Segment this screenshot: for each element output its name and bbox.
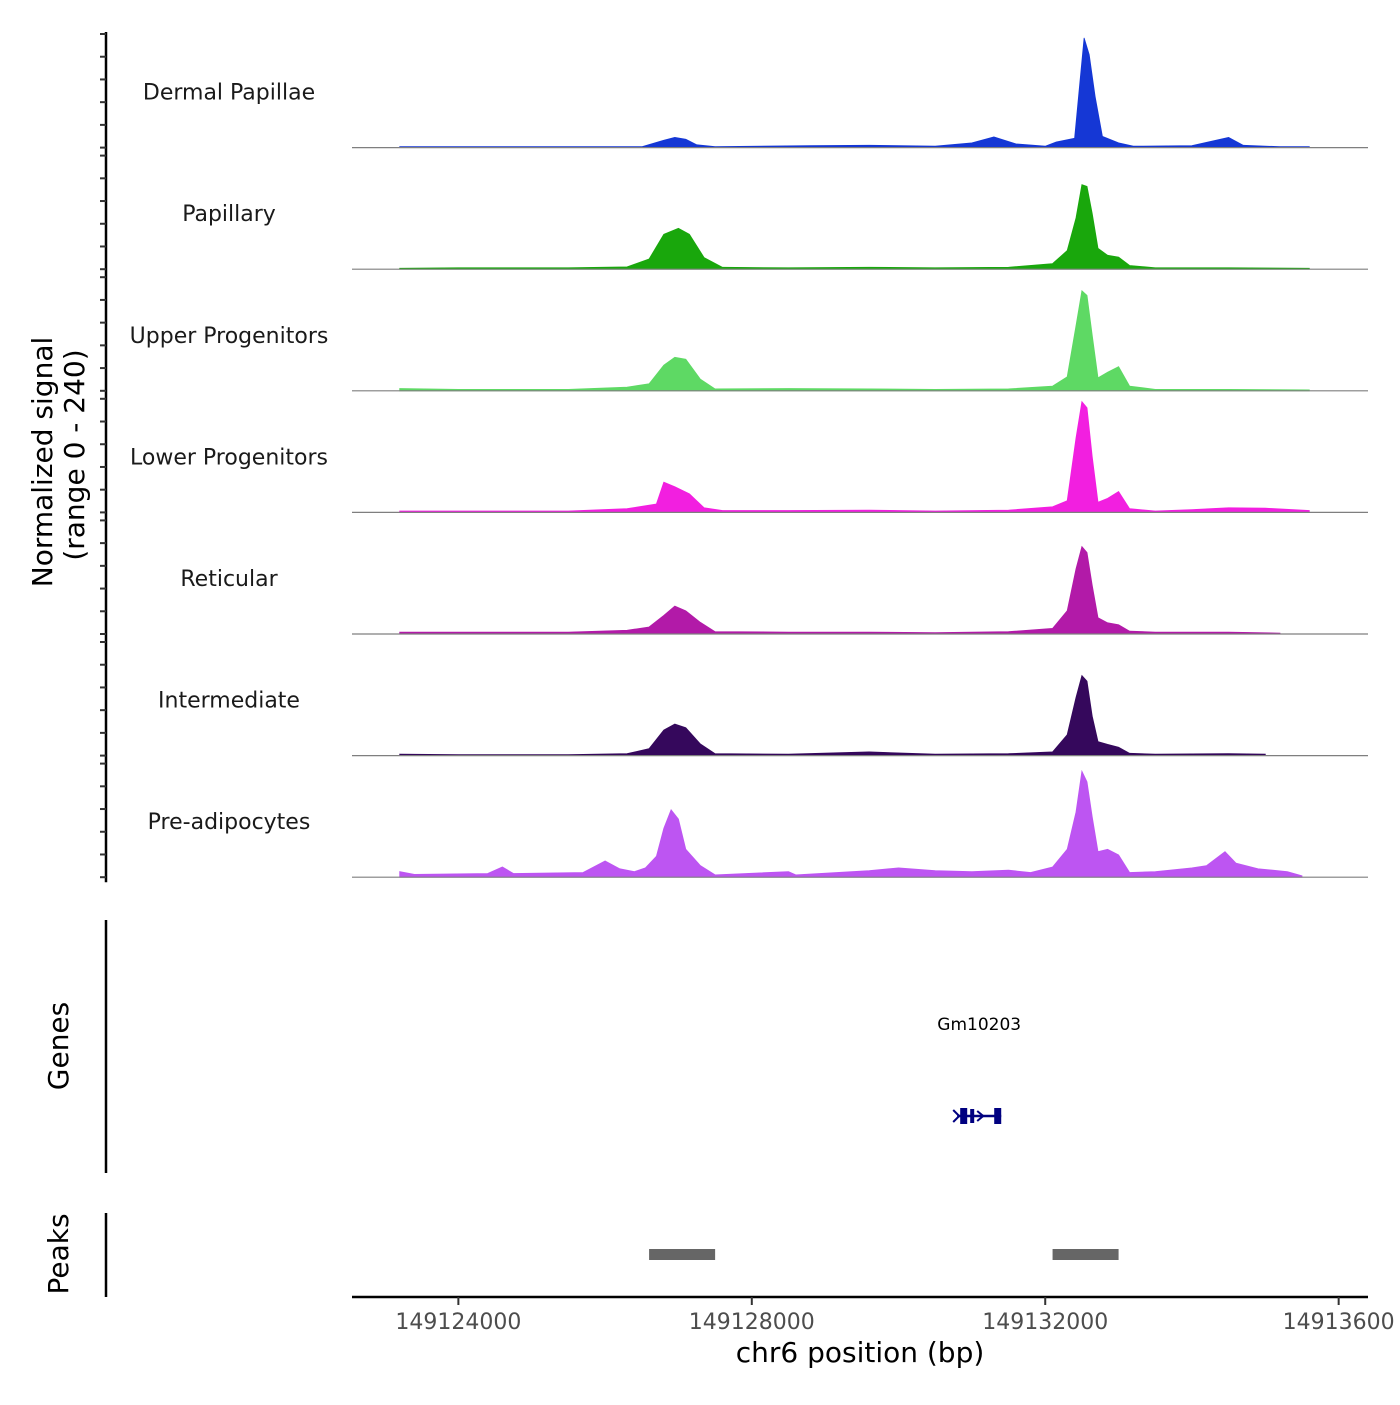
coverage-track: Intermediate bbox=[158, 674, 1368, 757]
x-tick-label: 149124000 bbox=[395, 1310, 521, 1335]
x-tick-label: 149128000 bbox=[689, 1310, 815, 1335]
gene-label: Gm10203 bbox=[937, 1015, 1021, 1035]
track-label: Reticular bbox=[180, 567, 278, 592]
coverage-area bbox=[399, 674, 1266, 756]
coverage-y-axis bbox=[100, 32, 108, 883]
coverage-track: Reticular bbox=[180, 545, 1368, 635]
coverage-area bbox=[399, 37, 1310, 148]
peak-bar bbox=[1052, 1249, 1119, 1260]
coverage-track: Lower Progenitors bbox=[130, 400, 1368, 514]
coverage-tracks: Dermal Papillae Papillary Upper Progenitor… bbox=[130, 37, 1368, 878]
coverage-area bbox=[399, 769, 1303, 878]
track-label: Lower Progenitors bbox=[130, 445, 328, 470]
track-label: Upper Progenitors bbox=[130, 324, 329, 349]
gene-strand-arrow bbox=[976, 1110, 985, 1122]
y-axis-title-line1: Normalized signal bbox=[26, 337, 59, 588]
genes-panel-title: Genes bbox=[42, 1002, 75, 1090]
coverage-area bbox=[399, 400, 1310, 513]
x-axis: 149124000 149128000 149132000 14913600 chr6… bbox=[352, 1295, 1395, 1369]
peaks-panel-title: Peaks bbox=[42, 1213, 75, 1294]
gene-strand-arrow bbox=[952, 1109, 961, 1123]
x-tick-label: 149132000 bbox=[982, 1310, 1108, 1335]
y-axis-title: Normalized signal (range 0 - 240) bbox=[26, 337, 91, 588]
coverage-area bbox=[399, 545, 1281, 635]
coverage-track: Pre-adipocytes bbox=[148, 769, 1368, 878]
x-axis-ticks: 149124000 149128000 149132000 14913600 bbox=[395, 1297, 1395, 1335]
peaks-panel: Peaks bbox=[42, 1213, 1119, 1297]
coverage-area bbox=[399, 290, 1310, 392]
y-axis-title-line2: (range 0 - 240) bbox=[58, 349, 91, 560]
x-tick-label: 14913600 bbox=[1283, 1310, 1395, 1335]
coverage-area bbox=[399, 184, 1310, 270]
track-label: Pre-adipocytes bbox=[148, 810, 311, 835]
gene-exon bbox=[970, 1109, 975, 1123]
coverage-track: Dermal Papillae bbox=[143, 37, 1368, 149]
coverage-track: Upper Progenitors bbox=[130, 290, 1368, 392]
gene-models: Gm10203 bbox=[937, 1015, 1021, 1124]
track-label: Intermediate bbox=[158, 689, 300, 714]
genes-panel: Genes Gm10203 bbox=[42, 920, 1021, 1173]
track-label: Papillary bbox=[182, 202, 276, 227]
gene-model: Gm10203 bbox=[937, 1015, 1021, 1124]
peak-bar bbox=[649, 1249, 716, 1260]
gene-exon bbox=[960, 1108, 968, 1124]
x-axis-title: chr6 position (bp) bbox=[736, 1336, 985, 1369]
peak-regions bbox=[649, 1249, 1119, 1260]
gene-exon bbox=[994, 1108, 1002, 1124]
track-label: Dermal Papillae bbox=[143, 81, 315, 106]
coverage-track: Papillary bbox=[182, 184, 1368, 270]
